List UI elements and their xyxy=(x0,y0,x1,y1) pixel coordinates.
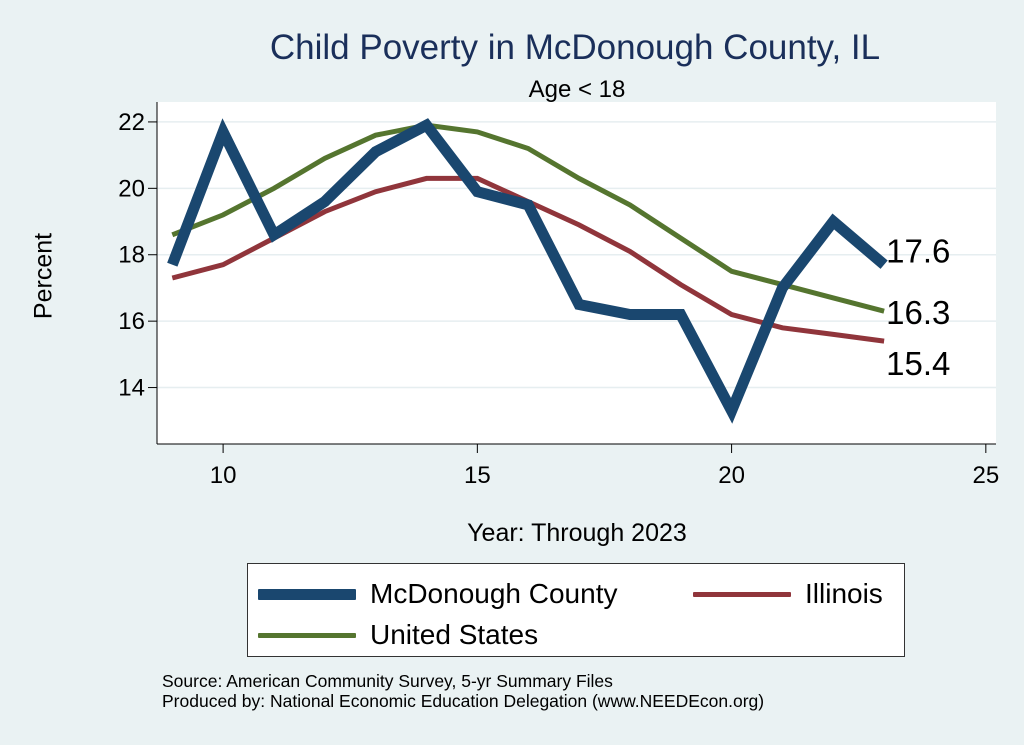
legend: McDonough County Illinois United States xyxy=(247,563,905,657)
x-tick-label: 20 xyxy=(718,462,745,489)
producer-line: Produced by: National Economic Education… xyxy=(162,691,765,711)
y-tick-label: 20 xyxy=(118,175,145,202)
series-line-mcdonough-county xyxy=(167,118,888,424)
series-line-united-states xyxy=(171,122,885,314)
y-tick-label: 18 xyxy=(118,242,145,269)
x-tick-label: 25 xyxy=(972,462,999,489)
legend-item-mcdonough: McDonough County xyxy=(258,578,617,610)
legend-swatch-illinois xyxy=(693,591,791,597)
legend-swatch-united-states xyxy=(258,632,356,638)
legend-label-illinois: Illinois xyxy=(805,578,883,609)
y-tick-label: 14 xyxy=(118,375,145,402)
legend-item-united-states: United States xyxy=(258,619,538,651)
plot-area xyxy=(157,102,996,444)
chart-title: Child Poverty in McDonough County, IL xyxy=(269,28,881,67)
end-label-illinois: 15.4 xyxy=(886,345,950,382)
end-label-united-states: 16.3 xyxy=(886,294,950,331)
legend-label-mcdonough: McDonough County xyxy=(370,578,618,609)
y-tick-label: 16 xyxy=(118,308,145,335)
legend-label-united-states: United States xyxy=(370,619,539,650)
source-note: Source: American Community Survey, 5-yr … xyxy=(162,671,764,711)
y-tick-label: 22 xyxy=(118,109,145,136)
x-tick-label: 10 xyxy=(210,462,237,489)
legend-swatch-mcdonough xyxy=(258,588,356,600)
chart-subtitle: Age < 18 xyxy=(528,76,626,103)
x-tick-label: 15 xyxy=(464,462,491,489)
legend-item-illinois: Illinois xyxy=(693,578,883,610)
x-axis-label: Year: Through 2023 xyxy=(467,519,687,547)
end-label-mcdonough-county: 17.6 xyxy=(886,233,950,270)
y-axis-label: Percent xyxy=(29,232,58,320)
source-line: Source: American Community Survey, 5-yr … xyxy=(162,671,613,691)
